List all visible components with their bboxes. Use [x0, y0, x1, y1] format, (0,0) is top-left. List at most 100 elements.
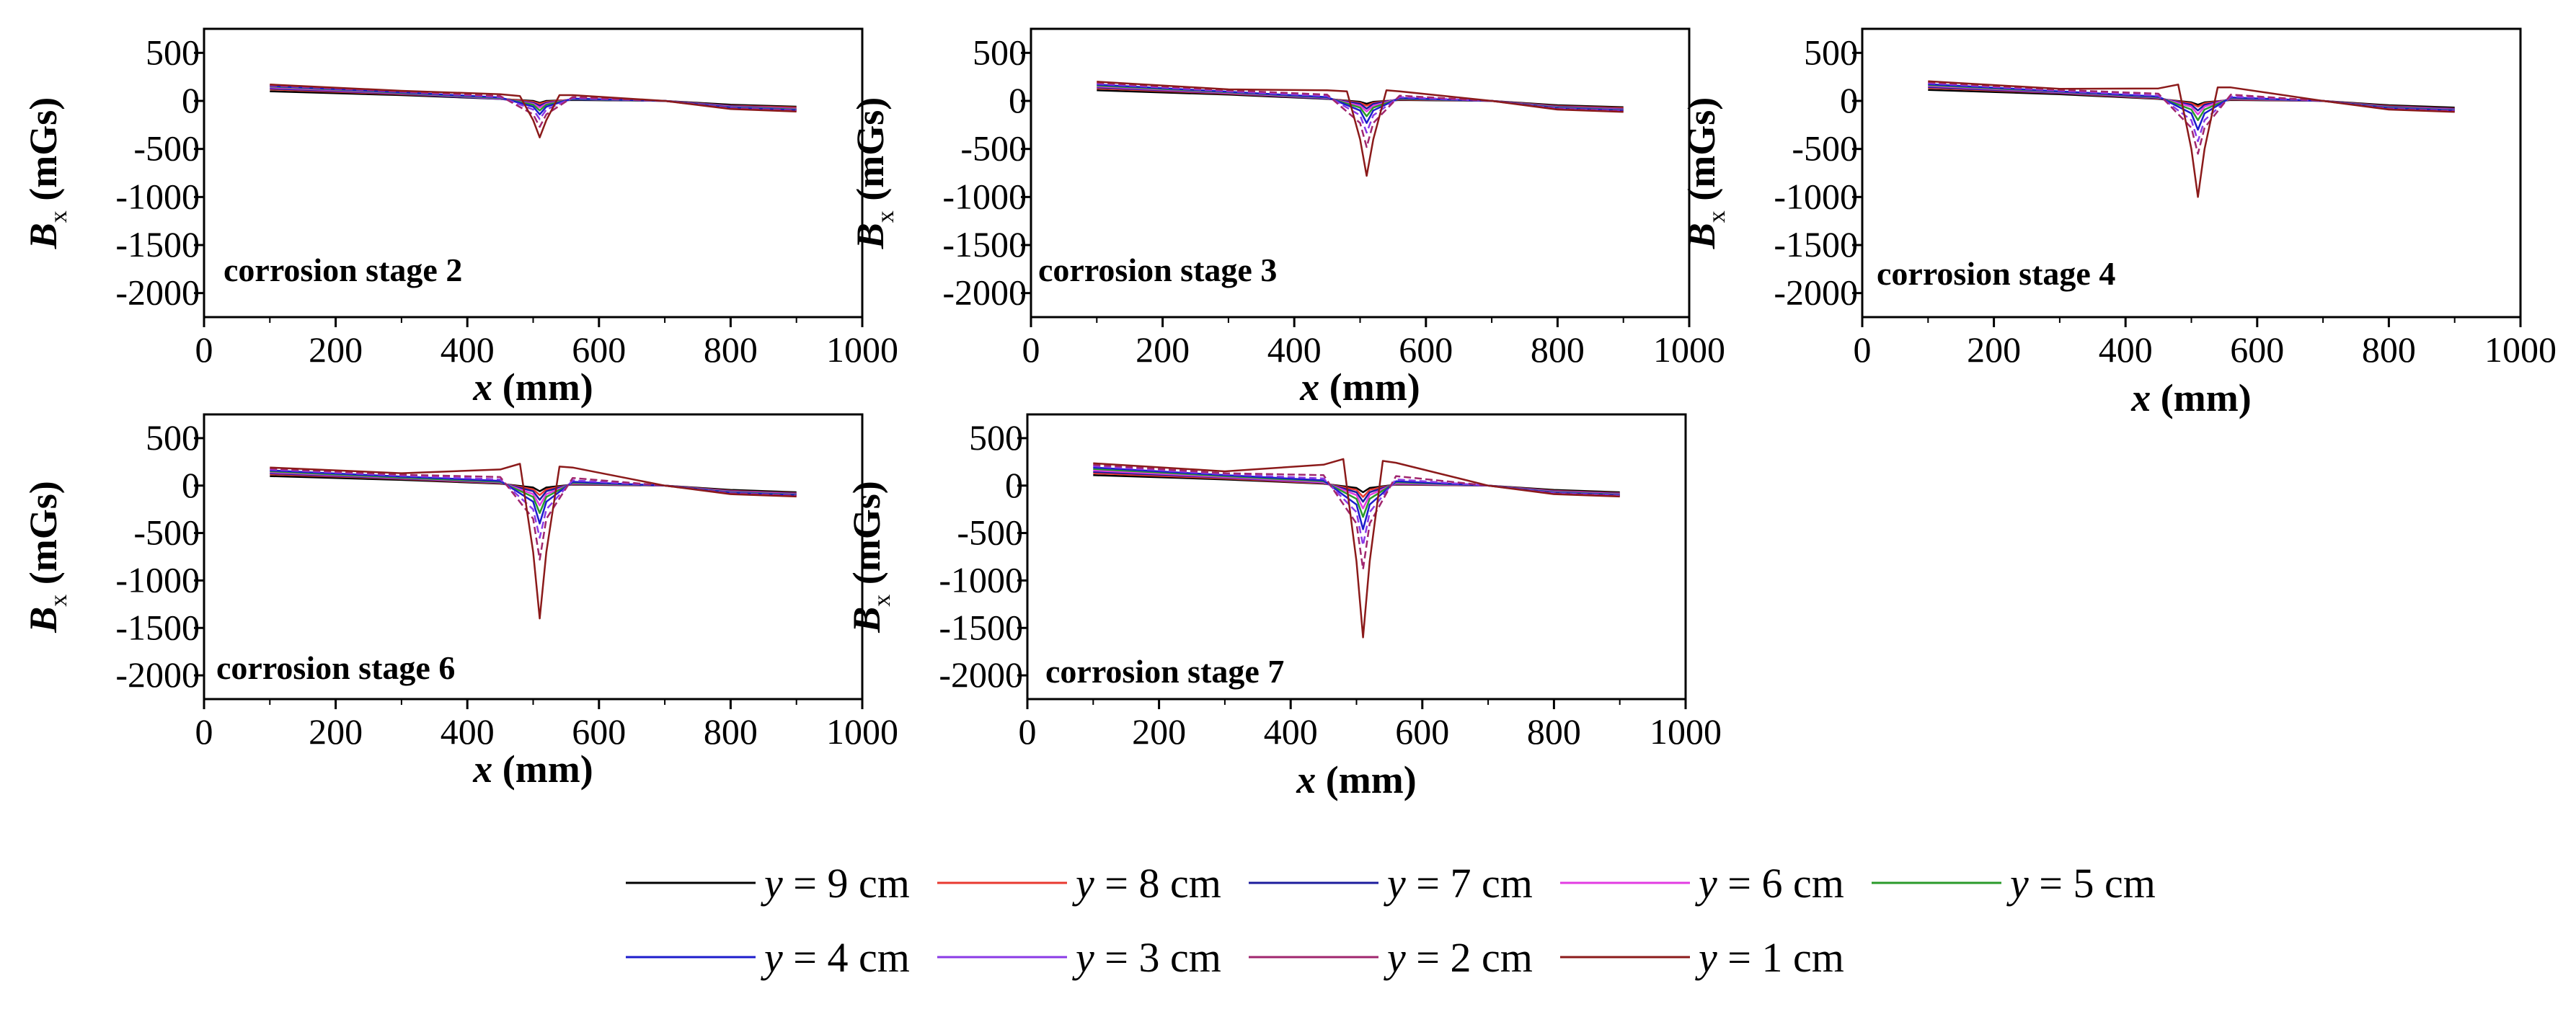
y-axis-title: Bx (mGs) [22, 481, 72, 634]
y-tick-label: 500 [146, 417, 200, 458]
x-tick-label: 0 [1022, 329, 1040, 370]
legend-item: y = 1 cm [1560, 934, 1844, 981]
x-tick-label: 600 [572, 711, 626, 752]
x-axis-title: x (mm) [1296, 758, 1416, 801]
legend-label: y = 5 cm [2006, 860, 2156, 907]
panel-label: corrosion stage 2 [223, 252, 462, 288]
legend-item: y = 2 cm [1249, 934, 1533, 981]
x-axis-title: x (mm) [1299, 365, 1420, 409]
x-tick-label: 600 [2230, 329, 2284, 370]
x-tick-label: 0 [195, 329, 213, 370]
y-tick-label: -1000 [942, 176, 1027, 216]
x-tick-label: 200 [1967, 329, 2021, 370]
legend-label: y = 3 cm [1072, 934, 1221, 981]
legend-item: y = 5 cm [1872, 860, 2156, 907]
y-axis-title: Bx (mGs) [845, 481, 895, 634]
chart-panel: 0 200 400 600 800 1000 500 0 -500 -1000 -1500 -2000… [849, 27, 1725, 409]
chart-panel: 0 200 400 600 800 1000 500 0 -500 -1000 -1500 -2000… [845, 413, 1722, 801]
y-tick-label: -500 [1792, 128, 1858, 169]
x-tick-label: 1000 [826, 711, 898, 752]
y-tick-label: -1000 [1774, 176, 1858, 216]
y-tick-label: -500 [133, 512, 200, 553]
y-tick-label: 500 [973, 32, 1027, 72]
legend-label: y = 9 cm [761, 860, 910, 907]
x-axis-title: x (mm) [472, 747, 593, 791]
y-axis-title: Bx (mGs) [849, 97, 899, 250]
y-tick-label: -1500 [115, 607, 200, 647]
y-tick-label: -1000 [115, 559, 200, 600]
panel-label: corrosion stage 3 [1038, 252, 1277, 288]
series-line-y3 [1097, 82, 1624, 134]
series-group [270, 84, 797, 138]
x-tick-label: 800 [1531, 329, 1585, 370]
x-tick-label: 400 [441, 711, 495, 752]
y-axis-title: Bx (mGs) [1680, 97, 1730, 250]
legend-label: y = 4 cm [761, 934, 910, 981]
chart-panel: 0 200 400 600 800 1000 500 0 -500 -1000 -1500 -2000… [22, 27, 898, 409]
x-tick-label: 1000 [1650, 711, 1722, 752]
series-line-y1 [1928, 80, 2455, 198]
legend-item: y = 7 cm [1249, 860, 1533, 907]
y-tick-label: -2000 [1774, 272, 1858, 313]
x-tick-label: 1000 [2484, 329, 2557, 370]
x-tick-label: 600 [1395, 711, 1449, 752]
x-tick-label: 0 [1019, 711, 1037, 752]
series-line-y1 [1093, 458, 1620, 639]
x-tick-label: 200 [309, 329, 363, 370]
y-tick-label: -2000 [939, 654, 1023, 695]
x-tick-label: 400 [1267, 329, 1322, 370]
x-tick-label: 200 [1136, 329, 1190, 370]
legend-label: y = 2 cm [1384, 934, 1533, 981]
legend-item: y = 6 cm [1560, 860, 1844, 907]
x-axis-title: x (mm) [472, 365, 593, 409]
y-tick-label: -1500 [942, 224, 1027, 265]
y-tick-label: 500 [1804, 32, 1858, 72]
series-line-y3 [270, 84, 797, 120]
x-tick-label: 0 [195, 711, 213, 752]
legend-label: y = 8 cm [1072, 860, 1221, 907]
y-tick-label: 500 [969, 417, 1023, 458]
chart-panel: 0 200 400 600 800 1000 500 0 -500 -1000 -1500 -2000… [22, 413, 898, 791]
series-group [1097, 81, 1624, 177]
legend-item: y = 4 cm [626, 934, 910, 981]
y-tick-label: -1500 [939, 607, 1023, 647]
y-tick-label: -1500 [1774, 224, 1858, 265]
y-tick-label: -1000 [115, 176, 200, 216]
y-tick-label: -2000 [942, 272, 1027, 313]
legend-item: y = 9 cm [626, 860, 910, 907]
y-tick-label: -1000 [939, 559, 1023, 600]
series-group [1928, 80, 2455, 198]
series-group [270, 463, 797, 620]
x-tick-label: 400 [1264, 711, 1318, 752]
chart-panel: 0 200 400 600 800 1000 500 0 -500 -1000 -1500 -2000… [1680, 27, 2557, 419]
x-tick-label: 800 [704, 711, 758, 752]
series-group [1093, 458, 1620, 639]
legend-label: y = 7 cm [1384, 860, 1533, 907]
series-line-y1 [270, 463, 797, 620]
series-line-y1 [1097, 81, 1624, 177]
y-tick-label: 0 [182, 80, 200, 120]
x-tick-label: 600 [1399, 329, 1453, 370]
legend-item: y = 8 cm [937, 860, 1221, 907]
y-tick-label: 0 [1005, 465, 1023, 505]
y-tick-label: -500 [133, 128, 200, 169]
legend-label: y = 6 cm [1695, 860, 1844, 907]
series-line-y2 [1093, 463, 1620, 570]
y-tick-label: -2000 [115, 272, 200, 313]
y-tick-label: 0 [1840, 80, 1858, 120]
x-tick-label: 0 [1854, 329, 1872, 370]
legend-item: y = 3 cm [937, 934, 1221, 981]
x-tick-label: 200 [309, 711, 363, 752]
y-tick-label: 0 [1009, 80, 1027, 120]
y-tick-label: -500 [957, 512, 1023, 553]
x-tick-label: 400 [2099, 329, 2153, 370]
y-tick-label: -500 [960, 128, 1027, 169]
x-tick-label: 800 [1527, 711, 1581, 752]
x-tick-label: 1000 [1653, 329, 1725, 370]
y-tick-label: -2000 [115, 654, 200, 695]
chart-panels: 0 200 400 600 800 1000 500 0 -500 -1000 -1500 -2000… [22, 27, 2557, 801]
x-tick-label: 800 [2362, 329, 2416, 370]
x-tick-label: 1000 [826, 329, 898, 370]
y-tick-label: -1500 [115, 224, 200, 265]
